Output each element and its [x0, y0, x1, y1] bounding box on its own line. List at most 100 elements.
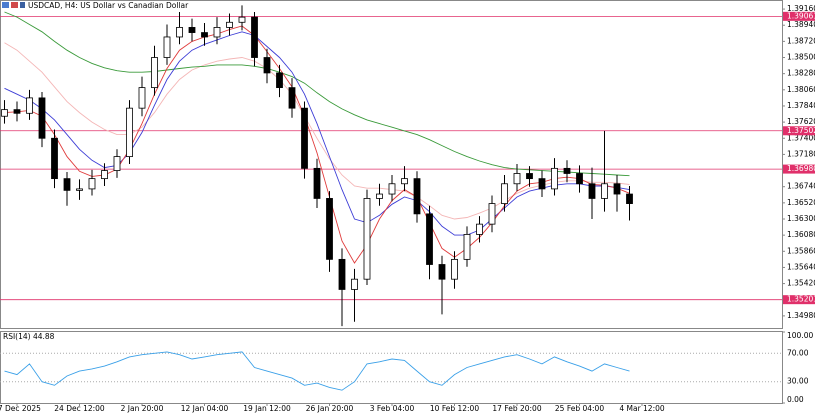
- y-tick-label: 1.35640: [787, 262, 815, 271]
- rsi-panel: [0, 331, 783, 404]
- ma-line: [4, 31, 630, 236]
- candle-body: [588, 183, 596, 199]
- y-tick-label: 1.38060: [787, 85, 815, 94]
- candle-body: [488, 203, 496, 225]
- candle-body: [238, 16, 246, 23]
- level-label-bg: [783, 295, 815, 305]
- y-tick-label: 1.34980: [787, 311, 815, 320]
- level-label-bg: [783, 11, 815, 21]
- y-tick-label: 1.37180: [787, 149, 815, 158]
- candle-body: [313, 167, 321, 199]
- rsi-line: [4, 351, 630, 391]
- level-label-bg: [783, 164, 815, 174]
- candle-body: [601, 183, 608, 199]
- candle-body: [626, 193, 633, 204]
- y-tick-label: 1.36740: [787, 182, 815, 191]
- candle-body: [26, 97, 33, 114]
- symbol-icons: [2, 2, 25, 8]
- candle-body: [88, 178, 96, 190]
- candle-body: [576, 173, 583, 185]
- candle-body: [226, 21, 233, 28]
- candle-body: [201, 32, 208, 38]
- candle-body: [426, 213, 433, 265]
- y-tick-label: 1.35860: [787, 246, 815, 255]
- candle-body: [438, 264, 446, 280]
- level-label: 1.36980: [787, 164, 815, 173]
- candle-body: [113, 156, 121, 171]
- y-tick-label: 1.39160: [787, 4, 815, 13]
- rsi-tick-label: 30.00: [787, 377, 809, 386]
- candle-body: [13, 109, 21, 114]
- x-tick-label: 26 Jan 20:00: [306, 404, 354, 413]
- y-tick-label: 1.36300: [787, 214, 815, 223]
- candle-body: [251, 16, 258, 58]
- candle-body: [551, 167, 558, 190]
- x-tick-label: 2 Jan 20:00: [121, 404, 164, 413]
- y-tick-label: 1.38500: [787, 53, 815, 62]
- level-label: 1.35201: [787, 295, 815, 304]
- level-label-bg: [783, 126, 815, 136]
- candle-body: [451, 258, 458, 280]
- y-tick-label: 1.37840: [787, 101, 815, 110]
- candle-body: [401, 178, 408, 185]
- x-tick-label: 12 Jan 04:00: [181, 404, 229, 413]
- candle-body: [538, 178, 546, 190]
- candle-body: [1, 109, 8, 117]
- candle-body: [126, 107, 133, 158]
- candle-body: [338, 258, 346, 290]
- candle-body: [163, 36, 171, 58]
- candle-body: [351, 278, 358, 290]
- x-tick-label: 17 Dec 2025: [0, 404, 41, 413]
- ma-line: [4, 25, 630, 264]
- x-tick-label: 4 Mar 12:00: [619, 404, 665, 413]
- y-tick-label: 1.37620: [787, 117, 815, 126]
- candle-body: [413, 178, 421, 215]
- rsi-tick-label: 70.00: [787, 348, 809, 357]
- x-tick-label: 24 Dec 12:00: [54, 404, 105, 413]
- y-tick-label: 1.38940: [787, 20, 815, 29]
- x-tick-label: 19 Jan 12:00: [243, 404, 291, 413]
- y-tick-label: 1.35420: [787, 279, 815, 288]
- candle-body: [301, 107, 308, 169]
- level-label: 1.39061: [787, 11, 815, 20]
- candle-body: [326, 198, 333, 260]
- rsi-tick-label: 0.00: [787, 395, 804, 404]
- y-tick-label: 1.36080: [787, 230, 815, 239]
- candle-body: [188, 27, 196, 33]
- candle-body: [376, 193, 383, 199]
- y-tick-label: 1.38280: [787, 69, 815, 78]
- candle-body: [463, 234, 471, 260]
- candle-body: [176, 27, 183, 38]
- x-tick-label: 3 Feb 04:00: [370, 404, 415, 413]
- rsi-title: RSI(14) 44.88: [3, 332, 55, 341]
- y-tick-label: 1.37400: [787, 133, 815, 142]
- candle-body: [263, 57, 271, 74]
- candle-body: [388, 183, 396, 195]
- ma-line: [4, 42, 630, 220]
- ma-line: [4, 11, 630, 177]
- candle-body: [138, 87, 146, 109]
- x-tick-label: 17 Feb 20:00: [492, 404, 541, 413]
- candle-body: [288, 87, 296, 109]
- candle-body: [476, 223, 483, 235]
- x-tick-label: 10 Feb 12:00: [430, 404, 479, 413]
- candle-body: [213, 27, 221, 38]
- candle-body: [526, 173, 533, 180]
- candle-body: [613, 183, 621, 195]
- y-tick-label: 1.38720: [787, 36, 815, 45]
- y-tick-label: 1.36520: [787, 198, 815, 207]
- chart-title: USDCAD, H4: US Dollar vs Canadian Dollar: [28, 1, 189, 10]
- candle-body: [363, 198, 371, 280]
- candle-body: [76, 188, 83, 191]
- candle-body: [501, 183, 508, 204]
- candle-body: [151, 57, 158, 89]
- price-panel: [0, 0, 783, 329]
- x-tick-label: 25 Feb 04:00: [555, 404, 604, 413]
- candle-body: [101, 170, 108, 180]
- candle-body: [563, 167, 571, 174]
- rsi-tick-label: 100.00: [787, 331, 813, 340]
- candle-body: [276, 72, 283, 89]
- candle-body: [513, 173, 521, 185]
- candle-body: [63, 178, 71, 191]
